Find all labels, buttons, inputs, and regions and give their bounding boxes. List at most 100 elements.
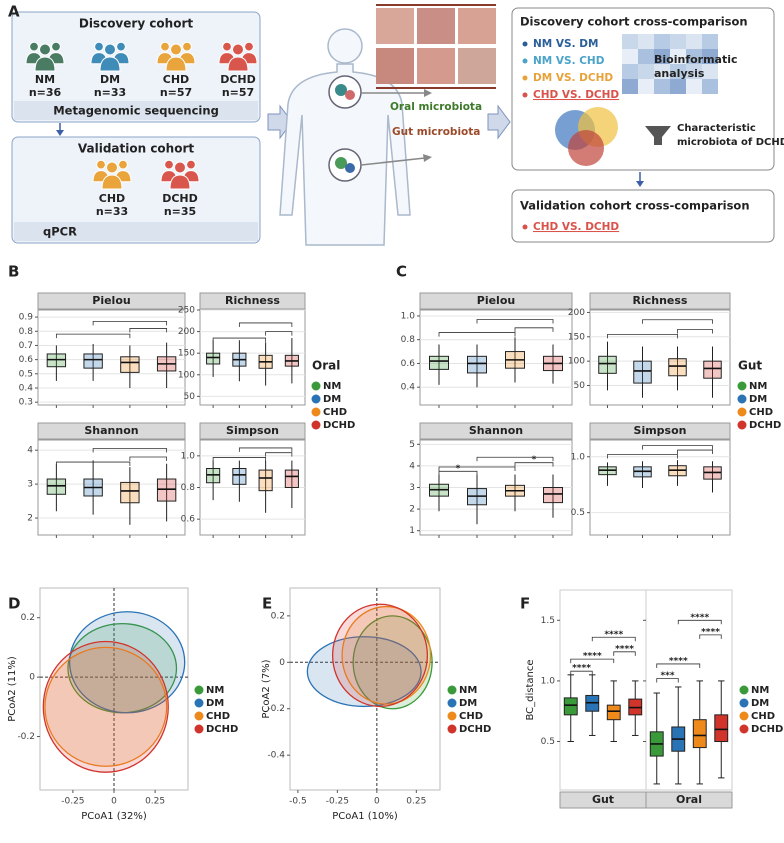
gut-label: Gut microbiota <box>392 126 480 138</box>
box <box>668 358 687 377</box>
y-tick-label: 0.5 <box>541 737 555 747</box>
person-head <box>222 41 232 52</box>
box <box>714 714 729 743</box>
result-label: Characteristic <box>677 123 756 134</box>
heat-cell <box>654 79 670 94</box>
validation-cross-box <box>511 189 775 243</box>
panel-bg <box>645 589 733 791</box>
legend-marker <box>739 685 749 695</box>
group-name: DCHD <box>162 192 198 205</box>
confidence-ellipse <box>352 615 433 710</box>
significance-bracket <box>699 634 722 639</box>
heat-cell <box>686 79 702 94</box>
y-tick-label: 0.5 <box>19 369 33 379</box>
y-tick-label: 1 <box>409 526 415 536</box>
heat-cell <box>702 49 718 64</box>
significance-bracket <box>92 448 168 453</box>
y-tick-label: 0.6 <box>181 515 196 525</box>
photo <box>376 8 414 44</box>
heat-cell <box>622 79 638 94</box>
legend-label: DCHD <box>751 724 783 735</box>
person-head <box>160 41 170 52</box>
significance-label: **** <box>701 627 720 637</box>
person-head <box>39 43 51 56</box>
validation-title: Validation cohort <box>78 142 195 156</box>
significance-bracket <box>476 456 554 462</box>
box <box>598 355 617 374</box>
y-tick-label: 50 <box>574 381 586 391</box>
analysis-label: Bioinformatic <box>654 53 738 66</box>
microbe <box>335 84 347 96</box>
bullet <box>522 224 528 230</box>
box <box>120 481 140 504</box>
significance-bracket <box>607 333 678 339</box>
legend-marker <box>194 685 204 695</box>
facet-strip <box>37 292 186 310</box>
significance-bracket <box>438 470 478 476</box>
y-tick-label: 250 <box>178 306 195 316</box>
y-tick-label: 5 <box>409 440 415 450</box>
legend-label: DM <box>459 698 477 709</box>
legend-marker <box>447 711 457 721</box>
person-head <box>244 41 254 52</box>
bullet <box>522 41 528 47</box>
panel-bg <box>419 309 573 406</box>
photo <box>417 8 455 44</box>
y-tick-label: 0.7 <box>19 341 33 351</box>
legend-label: NM <box>206 685 224 696</box>
facet-title: Pielou <box>477 294 515 307</box>
significance-bracket <box>129 328 168 333</box>
significance-bracket <box>238 447 293 452</box>
x-tick-label: -0.25 <box>61 797 84 807</box>
person-head <box>94 41 104 52</box>
y-tick-label: 1.5 <box>541 616 555 626</box>
heat-cell <box>622 34 638 49</box>
legend-label: DM <box>323 394 341 405</box>
x-tick-label: -0.25 <box>326 797 349 807</box>
significance-label: *** <box>660 671 674 681</box>
facet-title: Oral <box>676 793 702 806</box>
method-bar <box>14 222 258 241</box>
comparison: DM VS. DCHD <box>533 72 613 84</box>
significance-bracket <box>607 454 678 459</box>
y-tick-label: 0.8 <box>181 483 196 493</box>
y-tick-label: 0 <box>279 658 285 668</box>
bullet <box>522 92 528 98</box>
heat-cell <box>670 79 686 94</box>
legend-marker <box>737 407 747 417</box>
significance-bracket <box>438 466 516 471</box>
heat-cell <box>654 34 670 49</box>
y-tick-label: 0 <box>29 673 35 683</box>
confidence-ellipse <box>42 640 169 773</box>
significance-bracket <box>677 449 713 455</box>
legend-label: DCHD <box>323 420 355 431</box>
significance-bracket <box>129 456 168 461</box>
legend-label: DCHD <box>206 724 238 735</box>
heat-cell <box>670 64 686 79</box>
y-tick-label: 1.0 <box>571 452 586 462</box>
significance-label: **** <box>604 630 623 640</box>
heat-cell <box>622 64 638 79</box>
confidence-ellipse <box>306 636 422 708</box>
panel-label: E <box>262 595 272 613</box>
significance-bracket <box>514 327 554 332</box>
person-head <box>104 43 116 56</box>
group-n: n=57 <box>222 86 254 99</box>
group-name: DM <box>100 73 120 86</box>
y-tick-label: 3 <box>27 480 33 490</box>
validation-comparison: CHD VS. DCHD <box>533 221 619 233</box>
panel-label: A <box>8 3 20 21</box>
confidence-ellipse <box>68 611 186 714</box>
facet-strip <box>199 422 306 440</box>
person-head <box>106 161 118 174</box>
y-tick-label: 200 <box>178 327 195 337</box>
significance-bracket <box>570 670 593 676</box>
legend-marker <box>739 724 749 734</box>
y-tick-label: -0.4 <box>267 751 285 761</box>
significance-label: * <box>532 455 537 465</box>
panel-bg <box>37 309 186 406</box>
y-tick-label: 4 <box>409 461 415 471</box>
group-n: n=33 <box>94 86 126 99</box>
legend-label: NM <box>751 685 769 696</box>
